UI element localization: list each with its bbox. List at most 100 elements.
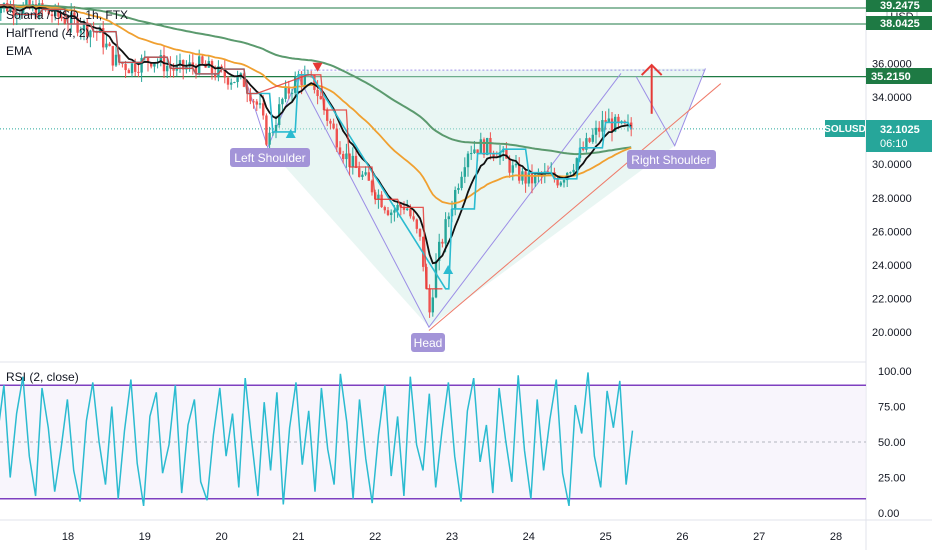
time-tick-label: 28 — [830, 531, 842, 543]
candle-body — [303, 74, 306, 85]
candle-body — [518, 163, 521, 181]
candle-body — [447, 216, 450, 220]
candle-body — [505, 149, 508, 159]
candle-body — [473, 149, 476, 154]
candle-body — [396, 204, 399, 211]
candle-body — [25, 0, 28, 5]
price-tick-label: 20.0000 — [872, 327, 912, 339]
candle-body — [342, 153, 345, 160]
candle-body — [233, 82, 236, 84]
price-tick-label: 28.0000 — [872, 193, 912, 205]
candle-body — [290, 92, 294, 94]
candle-body — [242, 73, 246, 87]
candle-body — [527, 172, 530, 184]
candle-body — [351, 155, 354, 167]
candle-body — [441, 241, 444, 244]
candle-body — [150, 62, 153, 67]
head-outline — [297, 73, 622, 329]
candle-body — [70, 12, 73, 24]
ema-mid-line — [0, 4, 632, 205]
level-label-35: 35.2150 — [871, 71, 911, 83]
axes: 36.0000 34.0000 30.0000 28.0000 26.0000 24.00… — [62, 58, 912, 543]
time-tick-label: 19 — [139, 531, 151, 543]
time-tick-label: 26 — [676, 531, 688, 543]
candle-body — [534, 174, 537, 184]
candle-body — [438, 241, 441, 262]
candle-body — [326, 110, 329, 121]
candle-body — [60, 16, 63, 19]
candle-body — [502, 149, 505, 153]
solusd-label: SOLUSD — [824, 124, 866, 135]
candle-body — [98, 28, 102, 33]
candle-body — [130, 63, 134, 74]
sell-signal-marker — [312, 62, 323, 72]
candle-body — [265, 115, 268, 145]
candle-body — [537, 174, 540, 176]
candle-body — [559, 182, 562, 186]
candle-body — [345, 153, 348, 160]
indicator-ema: EMA — [6, 44, 32, 58]
candle-body — [178, 60, 182, 65]
candle-body — [482, 139, 486, 156]
time-tick-label: 23 — [446, 531, 458, 543]
candle-body — [514, 163, 518, 166]
candle-body — [556, 178, 559, 186]
candle-body — [562, 180, 566, 183]
candle-body — [319, 96, 322, 100]
candle-body — [489, 137, 492, 154]
candle-body — [0, 7, 3, 14]
candle-body — [607, 118, 610, 123]
candle-body — [79, 30, 82, 33]
candle-body — [367, 172, 370, 181]
candle-body — [34, 4, 38, 18]
candle-body — [530, 172, 534, 184]
signal-markers — [285, 62, 454, 275]
time-tick-label: 21 — [292, 531, 304, 543]
candle-body — [588, 138, 591, 142]
candle-body — [582, 147, 585, 150]
rsi-line — [0, 372, 634, 507]
candle-body — [166, 65, 169, 72]
candle-body — [274, 124, 278, 132]
candle-body — [82, 22, 86, 31]
candle-body — [316, 89, 319, 97]
candle-body — [476, 149, 479, 154]
candle-body — [140, 57, 143, 73]
indicator-lines — [0, 3, 632, 290]
left-shoulder-outline — [244, 76, 299, 149]
candle-body — [38, 3, 41, 18]
price-tick-label: 26.0000 — [872, 226, 912, 238]
candle-body — [361, 174, 364, 177]
candle-body — [313, 75, 316, 90]
price-tick-label: 36.0000 — [872, 58, 912, 70]
halftrend-down-line — [0, 4, 443, 290]
candle-body — [409, 208, 412, 217]
candle-body — [454, 189, 457, 209]
candle-body — [329, 120, 332, 124]
candle-body — [102, 28, 105, 48]
candle-body — [284, 86, 287, 99]
left-shoulder-label: Left Shoulder — [234, 151, 305, 165]
candle-body — [601, 120, 604, 132]
candle-body — [508, 158, 511, 173]
candle-body — [226, 77, 230, 85]
candle-body — [332, 123, 335, 129]
candle-body — [255, 101, 258, 105]
candle-body — [460, 176, 463, 188]
last-price-badge — [866, 120, 932, 152]
rsi-tick-label: 100.00 — [878, 366, 912, 378]
left-shoulder-tag — [230, 148, 310, 167]
candle-body — [614, 116, 617, 132]
candle-body — [124, 63, 127, 71]
candle-body — [287, 86, 290, 94]
rsi-tick-label: 25.00 — [878, 473, 906, 485]
candle-body — [172, 68, 175, 71]
time-tick-label: 20 — [215, 531, 227, 543]
candle-body — [569, 172, 572, 174]
candle-body — [431, 297, 434, 313]
candle-body — [252, 101, 255, 103]
last-price-label: 32.1025 — [880, 124, 920, 136]
candle-body — [390, 212, 393, 216]
candle-body — [594, 127, 598, 135]
